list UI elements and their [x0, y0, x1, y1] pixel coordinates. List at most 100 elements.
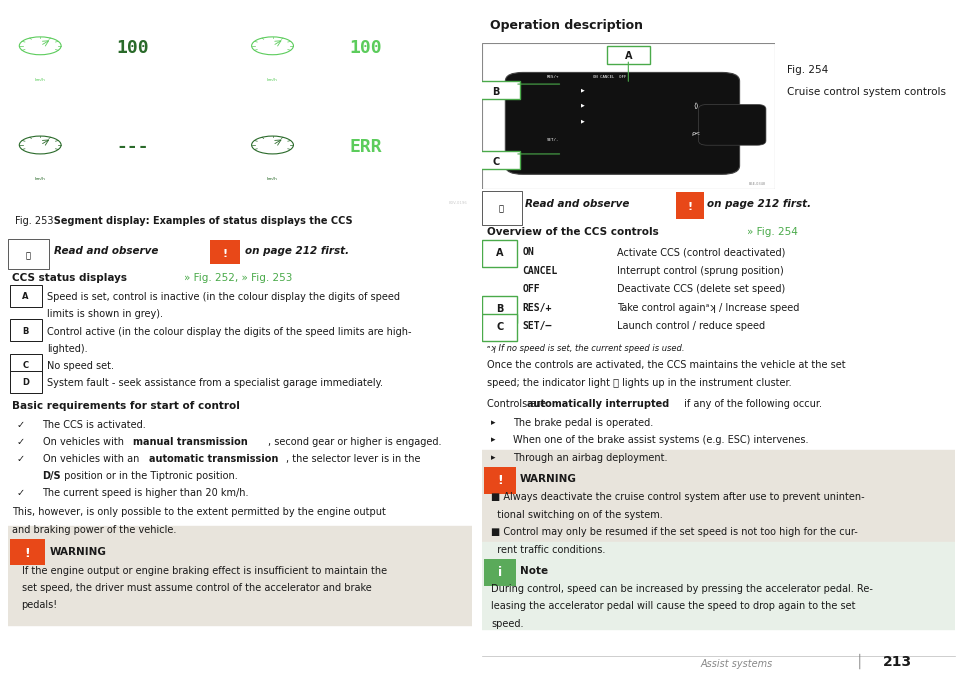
Text: Read and observe: Read and observe [524, 199, 629, 209]
Text: ▸: ▸ [492, 418, 496, 427]
FancyBboxPatch shape [607, 46, 650, 64]
Text: Deactivate CCS (delete set speed): Deactivate CCS (delete set speed) [617, 284, 785, 294]
Text: Once the controls are activated, the CCS maintains the vehicle at the set: Once the controls are activated, the CCS… [487, 359, 845, 370]
Text: B: B [246, 11, 252, 20]
Text: C: C [496, 322, 504, 332]
Text: |trip: |trip [593, 33, 610, 39]
FancyBboxPatch shape [477, 81, 519, 99]
Text: Through an airbag deployment.: Through an airbag deployment. [513, 453, 667, 463]
Text: !: ! [687, 202, 693, 212]
FancyBboxPatch shape [10, 285, 41, 307]
Text: km: km [358, 176, 365, 181]
Text: ---: --- [117, 138, 150, 156]
Text: rent traffic conditions.: rent traffic conditions. [492, 545, 606, 554]
Text: Controls are: Controls are [487, 399, 549, 410]
Text: This, however, is only possible to the extent permitted by the engine output: This, however, is only possible to the e… [12, 508, 386, 517]
FancyBboxPatch shape [484, 559, 516, 586]
Text: On vehicles with an: On vehicles with an [42, 454, 142, 464]
Text: 12000: 12000 [277, 170, 319, 183]
Text: ▶: ▶ [582, 102, 586, 107]
Text: CCS status displays: CCS status displays [12, 273, 128, 283]
Text: ■ Control may only be resumed if the set speed is not too high for the cur-: ■ Control may only be resumed if the set… [492, 527, 858, 537]
FancyBboxPatch shape [477, 450, 960, 551]
Text: km/h: km/h [267, 177, 278, 181]
Text: Fig. 254: Fig. 254 [786, 65, 828, 75]
Text: On vehicles with: On vehicles with [42, 437, 127, 447]
Text: Read and observe: Read and observe [54, 246, 158, 256]
Text: , the selector lever is in the: , the selector lever is in the [286, 454, 421, 464]
FancyBboxPatch shape [10, 371, 41, 393]
Text: Activate CCS (control deactivated): Activate CCS (control deactivated) [617, 247, 785, 257]
Text: Segment display: Examples of status displays the CCS: Segment display: Examples of status disp… [47, 216, 352, 226]
Text: D: D [246, 110, 252, 119]
Text: lighted).: lighted). [47, 344, 87, 354]
Text: C: C [492, 157, 500, 167]
Text: During control, speed can be increased by pressing the accelerator pedal. Re-: During control, speed can be increased b… [492, 584, 874, 594]
Text: A: A [496, 248, 504, 259]
Text: ρ<: ρ< [691, 131, 700, 136]
Text: A: A [625, 51, 632, 61]
Text: |trip: |trip [361, 132, 377, 138]
Text: speed.: speed. [492, 619, 524, 629]
Text: !: ! [24, 547, 30, 560]
Text: D: D [22, 378, 29, 387]
Text: speed; the indicator light ⧖ lights up in the instrument cluster.: speed; the indicator light ⧖ lights up i… [487, 378, 791, 388]
Text: 📖: 📖 [498, 204, 503, 214]
Text: Fig. 253: Fig. 253 [14, 216, 53, 226]
Text: B: B [22, 326, 29, 336]
FancyBboxPatch shape [505, 72, 739, 175]
Text: ERR: ERR [349, 138, 382, 156]
FancyBboxPatch shape [210, 240, 240, 264]
Text: ✓: ✓ [17, 420, 25, 429]
Text: km/h: km/h [35, 78, 46, 81]
Text: SET/–: SET/– [522, 321, 552, 331]
FancyBboxPatch shape [699, 104, 766, 145]
Text: ▶: ▶ [582, 118, 586, 123]
Text: 600.: 600. [286, 129, 317, 141]
Text: ✓: ✓ [17, 488, 25, 498]
Text: The current speed is higher than 20 km/h.: The current speed is higher than 20 km/h… [42, 488, 249, 498]
Text: B5E-0348: B5E-0348 [749, 182, 766, 186]
Text: Operation description: Operation description [491, 19, 643, 32]
Text: 600.: 600. [518, 129, 549, 141]
Text: |trip: |trip [361, 33, 377, 39]
Text: RES/+: RES/+ [522, 303, 552, 313]
Text: 600.: 600. [518, 29, 549, 43]
Text: on page 212 first.: on page 212 first. [707, 199, 811, 209]
Text: ■ Always deactivate the cruise control system after use to prevent uninten-: ■ Always deactivate the cruise control s… [492, 492, 865, 502]
FancyBboxPatch shape [477, 542, 960, 629]
Text: │: │ [855, 653, 863, 669]
Text: 600.: 600. [286, 29, 317, 43]
FancyBboxPatch shape [482, 296, 517, 323]
Text: position or in the Tiptronic position.: position or in the Tiptronic position. [61, 471, 238, 481]
FancyBboxPatch shape [676, 192, 705, 219]
Text: Note: Note [519, 565, 548, 575]
Text: ▸: ▸ [492, 435, 496, 444]
Text: automatically interrupted: automatically interrupted [527, 399, 669, 410]
Text: 213: 213 [883, 655, 912, 669]
Text: OFF: OFF [522, 284, 540, 294]
Text: 100: 100 [349, 39, 382, 57]
Text: A: A [22, 292, 29, 301]
Text: on page 212 first.: on page 212 first. [245, 246, 348, 256]
Text: » Fig. 254: » Fig. 254 [747, 227, 798, 237]
Text: !: ! [222, 248, 228, 259]
Text: ᵃʞ If no speed is set, the current speed is used.: ᵃʞ If no speed is set, the current speed… [487, 344, 684, 353]
FancyBboxPatch shape [484, 466, 516, 494]
Text: C: C [22, 361, 29, 370]
Text: tional switching on of the system.: tional switching on of the system. [492, 510, 663, 520]
Text: and braking power of the vehicle.: and braking power of the vehicle. [12, 525, 177, 535]
Text: 100: 100 [117, 39, 150, 57]
Text: Launch control / reduce speed: Launch control / reduce speed [617, 321, 765, 331]
Text: SET/-: SET/- [546, 138, 559, 142]
Text: When one of the brake assist systems (e.g. ESC) intervenes.: When one of the brake assist systems (e.… [513, 435, 808, 445]
Text: System fault - seek assistance from a specialist garage immediately.: System fault - seek assistance from a sp… [47, 378, 383, 388]
Text: WARNING: WARNING [519, 474, 577, 484]
Text: Take control againᵃʞ / Increase speed: Take control againᵃʞ / Increase speed [617, 303, 799, 313]
FancyBboxPatch shape [10, 353, 41, 376]
Text: Assist systems: Assist systems [701, 659, 773, 669]
FancyBboxPatch shape [8, 239, 50, 269]
FancyBboxPatch shape [10, 539, 45, 565]
Text: A: A [13, 11, 19, 20]
Text: B: B [492, 87, 500, 97]
